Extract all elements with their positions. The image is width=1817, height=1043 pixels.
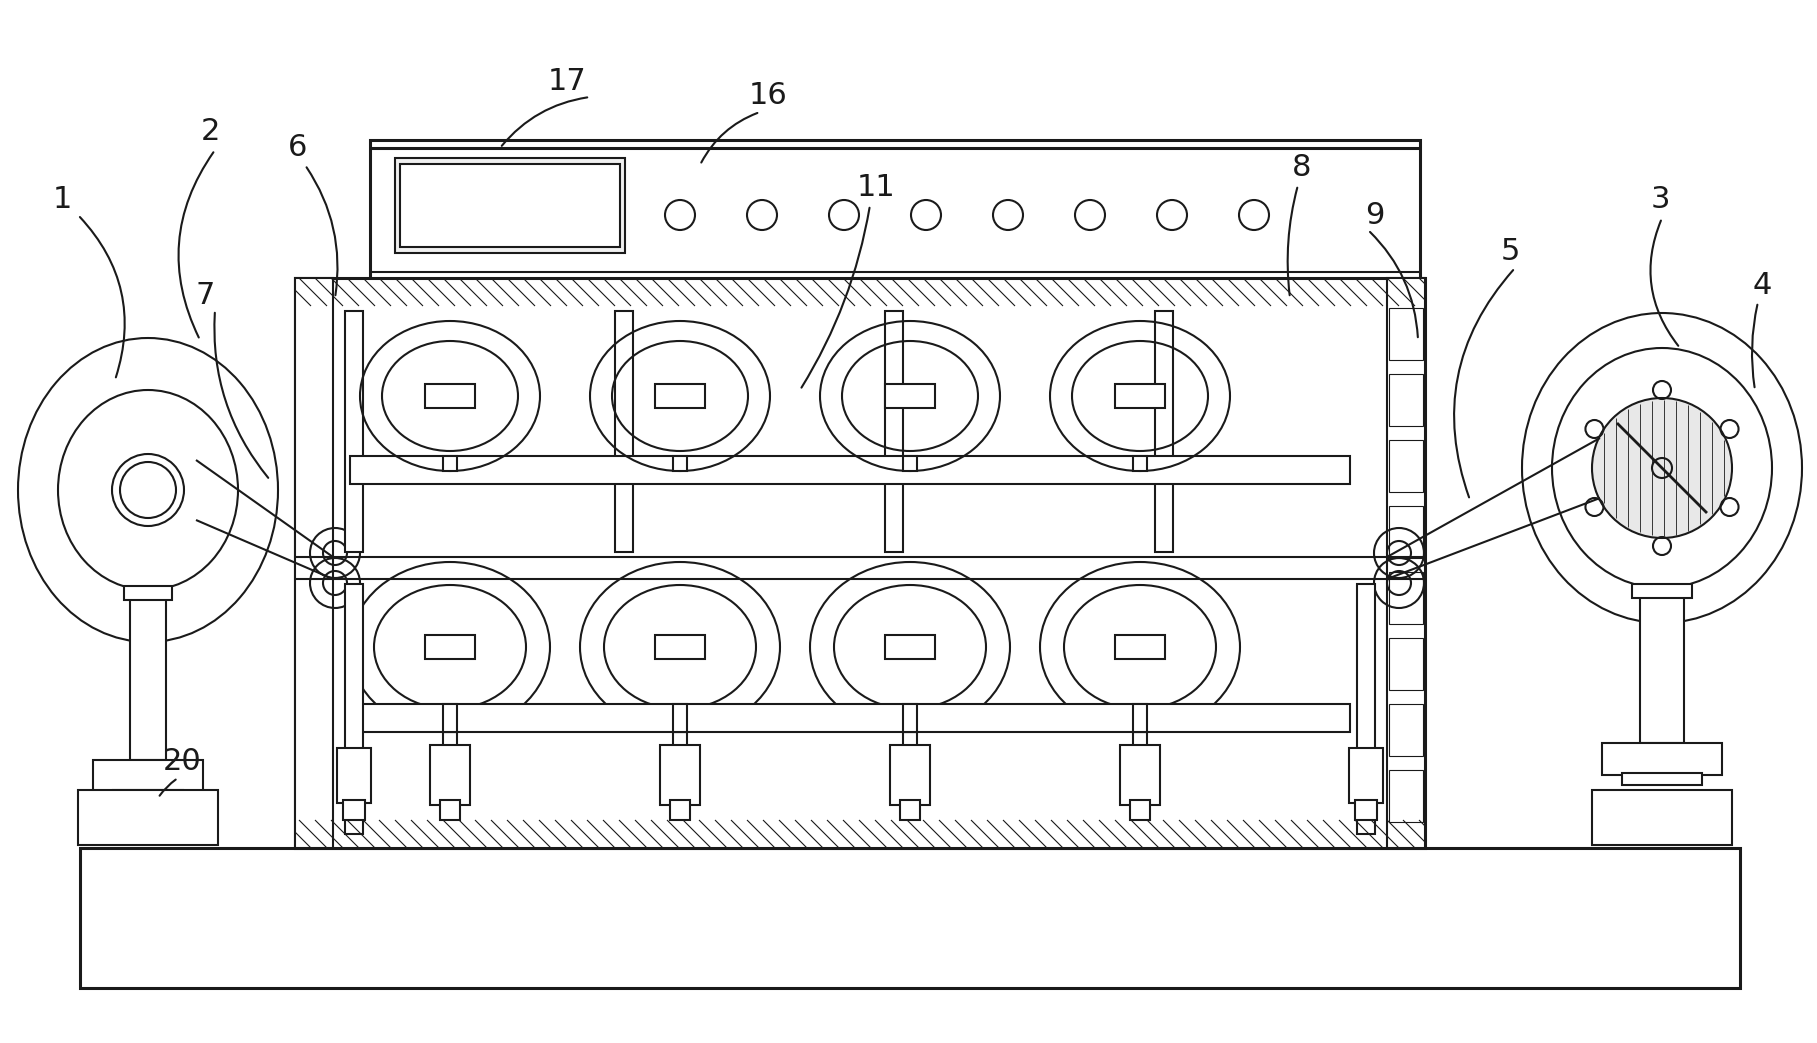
Bar: [903, 732, 918, 762]
Bar: [443, 732, 458, 762]
Bar: [294, 278, 1425, 848]
Bar: [443, 704, 458, 732]
Bar: [1592, 790, 1732, 845]
Bar: [1388, 704, 1423, 756]
Text: 4: 4: [1752, 270, 1772, 299]
Text: 11: 11: [856, 173, 896, 202]
Bar: [443, 456, 458, 471]
Bar: [1156, 311, 1174, 552]
Text: 8: 8: [1292, 153, 1312, 183]
Bar: [672, 704, 687, 732]
Bar: [1388, 440, 1423, 492]
Text: 16: 16: [749, 81, 787, 111]
Bar: [345, 584, 363, 834]
Bar: [1134, 732, 1147, 762]
Bar: [672, 456, 687, 471]
Bar: [345, 311, 363, 552]
Bar: [131, 590, 165, 760]
Bar: [1388, 638, 1423, 690]
Bar: [440, 800, 460, 820]
Bar: [371, 140, 1421, 280]
Circle shape: [1592, 398, 1732, 538]
Bar: [1134, 456, 1147, 471]
Bar: [124, 586, 173, 600]
Bar: [885, 384, 936, 408]
Text: 6: 6: [289, 134, 307, 163]
Bar: [294, 278, 333, 848]
Bar: [394, 157, 625, 253]
Bar: [425, 635, 474, 659]
Bar: [670, 800, 690, 820]
Bar: [654, 635, 705, 659]
Bar: [660, 745, 700, 805]
Bar: [351, 704, 1350, 732]
Bar: [1116, 635, 1165, 659]
Text: 17: 17: [547, 68, 587, 97]
Bar: [343, 800, 365, 820]
Text: 3: 3: [1650, 186, 1670, 215]
Text: 20: 20: [164, 748, 202, 776]
Bar: [1388, 770, 1423, 822]
Bar: [80, 848, 1741, 988]
Bar: [899, 800, 919, 820]
Bar: [885, 635, 936, 659]
Bar: [1623, 773, 1703, 785]
Bar: [903, 704, 918, 732]
Bar: [1603, 743, 1723, 775]
Bar: [351, 456, 1350, 484]
Bar: [431, 745, 471, 805]
Bar: [336, 748, 371, 803]
Bar: [1357, 584, 1375, 834]
Bar: [1386, 278, 1425, 848]
Bar: [903, 456, 918, 471]
Bar: [1119, 745, 1159, 805]
Bar: [1355, 800, 1377, 820]
Bar: [885, 311, 903, 552]
Bar: [654, 384, 705, 408]
Text: 1: 1: [53, 186, 71, 215]
Bar: [1641, 588, 1684, 743]
Text: 7: 7: [194, 281, 214, 310]
Bar: [425, 384, 474, 408]
Bar: [1388, 572, 1423, 624]
Bar: [1130, 800, 1150, 820]
Bar: [78, 790, 218, 845]
Bar: [1388, 308, 1423, 360]
Bar: [1348, 748, 1383, 803]
Text: 2: 2: [200, 118, 220, 146]
Bar: [1116, 384, 1165, 408]
Bar: [614, 311, 632, 552]
Bar: [1388, 506, 1423, 558]
Text: 5: 5: [1501, 238, 1519, 267]
Bar: [672, 732, 687, 762]
Bar: [93, 760, 204, 792]
Bar: [400, 164, 620, 247]
Bar: [1632, 584, 1692, 598]
Text: 9: 9: [1365, 200, 1385, 229]
Bar: [1388, 374, 1423, 426]
Bar: [113, 790, 184, 802]
Bar: [1134, 704, 1147, 732]
Bar: [890, 745, 930, 805]
